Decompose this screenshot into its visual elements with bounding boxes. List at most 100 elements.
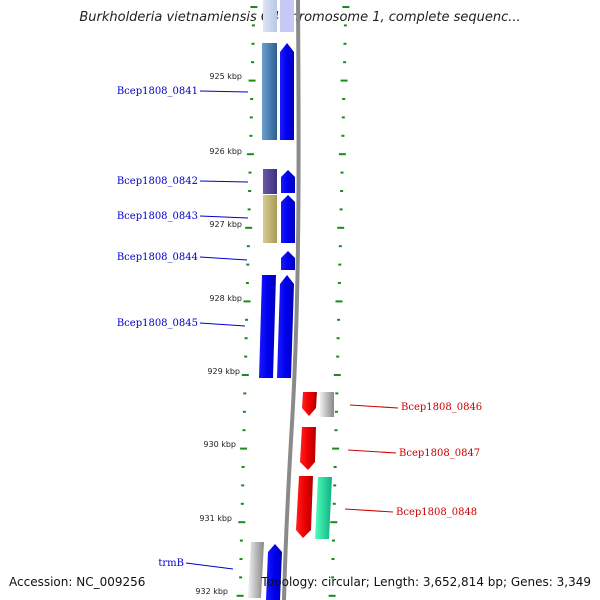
gene-feature-top-right[interactable] bbox=[280, 0, 294, 32]
grid-dash bbox=[246, 263, 250, 266]
gene-block-0842[interactable] bbox=[263, 169, 277, 194]
grid-dash bbox=[338, 245, 342, 248]
grid-dash bbox=[337, 282, 341, 284]
grid-dash bbox=[328, 594, 336, 597]
grid-dash bbox=[245, 226, 253, 229]
gene-label-0846[interactable]: Bcep1808_0846 bbox=[401, 402, 482, 413]
grid-dash bbox=[244, 355, 248, 358]
grid-dash bbox=[340, 79, 348, 82]
grid-dash bbox=[248, 171, 252, 174]
grid-dash bbox=[331, 576, 335, 579]
grid-dash bbox=[341, 116, 345, 119]
gene-arrow-0842[interactable] bbox=[281, 170, 295, 193]
grid-dash bbox=[341, 134, 345, 137]
tick-label-928: 928 kbp bbox=[209, 294, 242, 303]
tick-label-927: 927 kbp bbox=[209, 220, 242, 229]
gene-block-0843[interactable] bbox=[263, 195, 277, 243]
grid-dash bbox=[335, 300, 343, 303]
gene-block-0846[interactable] bbox=[320, 392, 334, 417]
tick-label-925: 925 kbp bbox=[209, 72, 242, 81]
grid-dash bbox=[236, 594, 244, 597]
grid-dash bbox=[330, 521, 338, 524]
accession-label: Accession: NC_009256 bbox=[9, 575, 146, 589]
gene-feature-top-left[interactable] bbox=[263, 0, 277, 32]
gene-label-0842[interactable]: Bcep1808_0842 bbox=[117, 176, 198, 187]
leader-line-0842 bbox=[199, 180, 249, 183]
grid-dash bbox=[242, 429, 246, 432]
grid-dash bbox=[241, 374, 249, 376]
grid-dash bbox=[246, 245, 250, 248]
leader-line-0843 bbox=[199, 215, 249, 219]
grid-dash bbox=[245, 282, 249, 284]
leader-line-trmb bbox=[185, 562, 234, 570]
grid-dash bbox=[243, 300, 251, 303]
gene-arrow-0845[interactable] bbox=[277, 275, 294, 378]
grid-dash bbox=[250, 6, 258, 8]
gene-block-trmb[interactable] bbox=[248, 542, 264, 598]
chromosome-backbone bbox=[282, 0, 301, 600]
grid-dash bbox=[338, 263, 342, 266]
grid-dash bbox=[331, 558, 335, 560]
grid-dash bbox=[249, 134, 253, 137]
grid-dash bbox=[339, 208, 343, 211]
grid-dash bbox=[333, 466, 337, 468]
grid-dash bbox=[342, 98, 346, 100]
grid-dash bbox=[251, 42, 255, 45]
tick-label-930: 930 kbp bbox=[203, 440, 236, 449]
grid-dash bbox=[333, 484, 337, 487]
gene-label-0843[interactable]: Bcep1808_0843 bbox=[117, 211, 198, 222]
gene-block-0848[interactable] bbox=[315, 477, 332, 539]
grid-dashes bbox=[236, 6, 350, 597]
grid-dash bbox=[331, 539, 335, 542]
grid-dash bbox=[243, 392, 247, 395]
grid-dash bbox=[251, 24, 255, 27]
leader-line-0841 bbox=[199, 90, 249, 93]
grid-dash bbox=[248, 190, 252, 192]
grid-dash bbox=[342, 6, 350, 8]
grid-dash bbox=[239, 539, 243, 542]
grid-dash bbox=[244, 337, 248, 340]
grid-dash bbox=[240, 502, 244, 505]
gene-label-0845[interactable]: Bcep1808_0845 bbox=[117, 318, 198, 329]
leader-line-0846 bbox=[349, 404, 399, 409]
grid-dash bbox=[343, 42, 347, 45]
gene-arrow-0844[interactable] bbox=[281, 251, 295, 270]
tick-label-932: 932 kbp bbox=[195, 587, 228, 596]
grid-dash bbox=[246, 153, 254, 156]
gene-arrow-trmb[interactable] bbox=[266, 544, 282, 600]
gene-arrow-0841[interactable] bbox=[280, 43, 294, 140]
gene-arrow-0847[interactable] bbox=[300, 427, 316, 470]
grid-dash bbox=[241, 466, 245, 468]
grid-dash bbox=[338, 153, 346, 156]
grid-dash bbox=[241, 484, 245, 487]
grid-dash bbox=[239, 558, 243, 560]
gene-label-0841[interactable]: Bcep1808_0841 bbox=[117, 86, 198, 97]
grid-dash bbox=[343, 61, 347, 64]
gene-block-0841[interactable] bbox=[262, 43, 277, 140]
gene-block-0845[interactable] bbox=[259, 275, 276, 378]
gene-label-0848[interactable]: Bcep1808_0848 bbox=[396, 507, 477, 518]
grid-dash bbox=[250, 98, 254, 100]
grid-dash bbox=[340, 190, 344, 192]
topology-summary: Topology: circular; Length: 3,652,814 bp… bbox=[261, 575, 591, 589]
grid-dash bbox=[337, 226, 345, 229]
grid-dash bbox=[337, 318, 341, 321]
gene-arrow-0843[interactable] bbox=[281, 195, 295, 243]
gene-arrow-0846[interactable] bbox=[302, 392, 317, 416]
gene-label-trmb[interactable]: trmB bbox=[158, 558, 184, 569]
grid-dash bbox=[340, 171, 344, 174]
grid-dash bbox=[251, 61, 255, 64]
grid-dash bbox=[336, 355, 340, 358]
gene-arrow-0848[interactable] bbox=[296, 476, 313, 538]
grid-dash bbox=[343, 24, 347, 27]
gene-label-0847[interactable]: Bcep1808_0847 bbox=[399, 448, 480, 459]
leader-line-0847 bbox=[347, 449, 397, 454]
grid-dash bbox=[332, 447, 340, 450]
leader-line-0844 bbox=[199, 256, 248, 261]
grid-dash bbox=[239, 576, 243, 579]
gene-label-0844[interactable]: Bcep1808_0844 bbox=[117, 252, 198, 263]
grid-dash bbox=[245, 318, 249, 321]
grid-dash bbox=[249, 116, 253, 119]
leader-line-0848 bbox=[344, 508, 394, 513]
